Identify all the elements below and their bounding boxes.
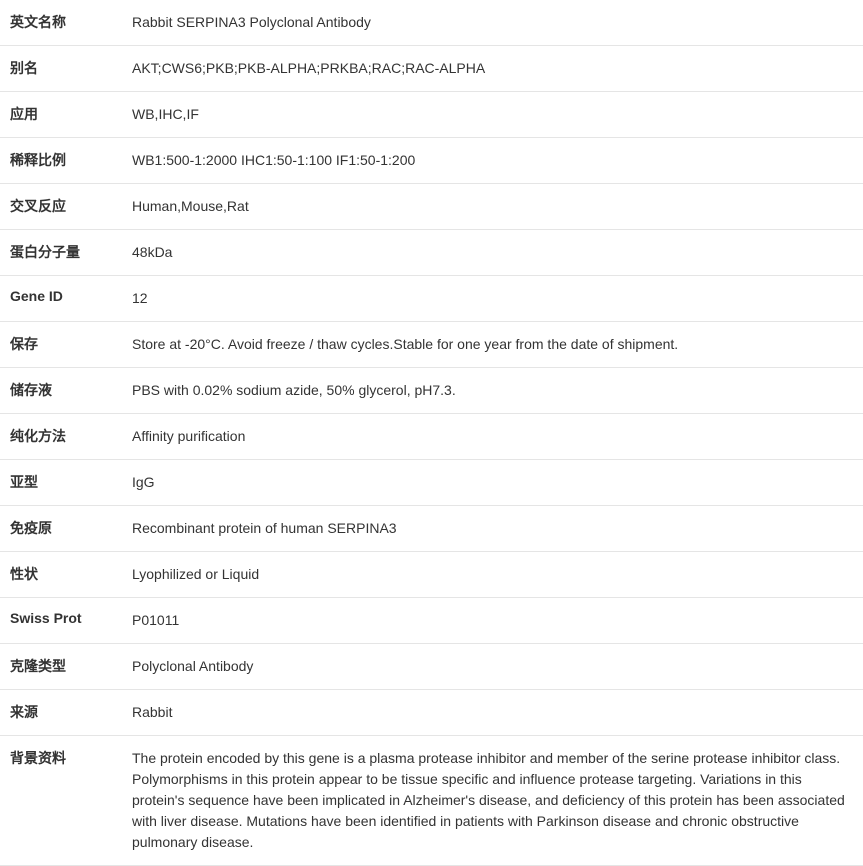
row-label: 克隆类型 — [0, 644, 122, 690]
row-label: 稀释比例 — [0, 138, 122, 184]
table-row: Gene ID12 — [0, 276, 863, 322]
row-value: Affinity purification — [122, 414, 863, 460]
row-label: 应用 — [0, 92, 122, 138]
row-value: Rabbit SERPINA3 Polyclonal Antibody — [122, 0, 863, 46]
row-label: 背景资料 — [0, 736, 122, 866]
table-row: 别名AKT;CWS6;PKB;PKB-ALPHA;PRKBA;RAC;RAC-A… — [0, 46, 863, 92]
table-row: 蛋白分子量48kDa — [0, 230, 863, 276]
row-value: WB1:500-1:2000 IHC1:50-1:100 IF1:50-1:20… — [122, 138, 863, 184]
row-value: AKT;CWS6;PKB;PKB-ALPHA;PRKBA;RAC;RAC-ALP… — [122, 46, 863, 92]
table-row: 保存Store at -20°C. Avoid freeze / thaw cy… — [0, 322, 863, 368]
row-value: Human,Mouse,Rat — [122, 184, 863, 230]
row-value: Polyclonal Antibody — [122, 644, 863, 690]
table-row: 亚型IgG — [0, 460, 863, 506]
row-label: Gene ID — [0, 276, 122, 322]
table-row: 应用WB,IHC,IF — [0, 92, 863, 138]
table-row: 储存液PBS with 0.02% sodium azide, 50% glyc… — [0, 368, 863, 414]
table-row: 背景资料The protein encoded by this gene is … — [0, 736, 863, 866]
row-value: Lyophilized or Liquid — [122, 552, 863, 598]
row-label: 别名 — [0, 46, 122, 92]
row-value: Recombinant protein of human SERPINA3 — [122, 506, 863, 552]
row-label: Swiss Prot — [0, 598, 122, 644]
table-row: 英文名称Rabbit SERPINA3 Polyclonal Antibody — [0, 0, 863, 46]
table-row: 性状Lyophilized or Liquid — [0, 552, 863, 598]
row-label: 交叉反应 — [0, 184, 122, 230]
row-label: 储存液 — [0, 368, 122, 414]
row-label: 免疫原 — [0, 506, 122, 552]
table-row: Swiss ProtP01011 — [0, 598, 863, 644]
row-value: The protein encoded by this gene is a pl… — [122, 736, 863, 866]
table-body: 英文名称Rabbit SERPINA3 Polyclonal Antibody别… — [0, 0, 863, 866]
table-row: 纯化方法Affinity purification — [0, 414, 863, 460]
table-row: 免疫原Recombinant protein of human SERPINA3 — [0, 506, 863, 552]
row-value: 12 — [122, 276, 863, 322]
row-value: PBS with 0.02% sodium azide, 50% glycero… — [122, 368, 863, 414]
row-label: 纯化方法 — [0, 414, 122, 460]
table-row: 交叉反应Human,Mouse,Rat — [0, 184, 863, 230]
specification-table: 英文名称Rabbit SERPINA3 Polyclonal Antibody别… — [0, 0, 863, 866]
row-label: 保存 — [0, 322, 122, 368]
row-label: 亚型 — [0, 460, 122, 506]
row-value: IgG — [122, 460, 863, 506]
table-row: 稀释比例WB1:500-1:2000 IHC1:50-1:100 IF1:50-… — [0, 138, 863, 184]
row-value: P01011 — [122, 598, 863, 644]
row-value: WB,IHC,IF — [122, 92, 863, 138]
row-value: 48kDa — [122, 230, 863, 276]
row-value: Store at -20°C. Avoid freeze / thaw cycl… — [122, 322, 863, 368]
row-label: 蛋白分子量 — [0, 230, 122, 276]
row-label: 英文名称 — [0, 0, 122, 46]
table-row: 克隆类型Polyclonal Antibody — [0, 644, 863, 690]
row-value: Rabbit — [122, 690, 863, 736]
row-label: 性状 — [0, 552, 122, 598]
row-label: 来源 — [0, 690, 122, 736]
table-row: 来源Rabbit — [0, 690, 863, 736]
